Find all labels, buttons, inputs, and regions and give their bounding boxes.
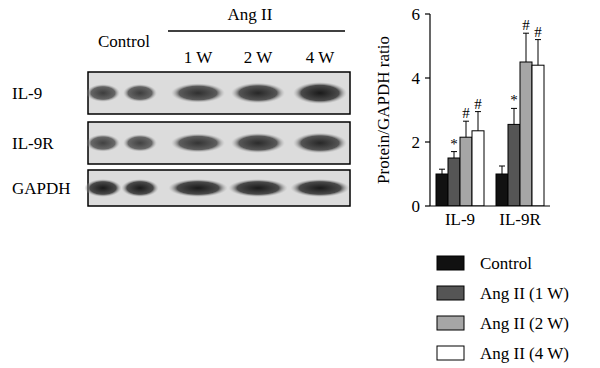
row-label: IL-9 — [12, 84, 42, 103]
y-tick — [425, 77, 430, 78]
blot-band — [123, 84, 157, 102]
legend-swatch — [437, 256, 464, 270]
y-tick — [425, 13, 430, 14]
legend-swatch — [437, 316, 464, 330]
row-label: IL-9R — [12, 134, 54, 153]
bar — [460, 137, 472, 206]
error-bar — [439, 169, 445, 174]
bar-annotations: **#### — [450, 17, 542, 151]
error-stem — [466, 121, 467, 137]
blot-band — [86, 84, 120, 102]
legend-swatch — [437, 346, 464, 360]
lane-label: 4 W — [306, 48, 335, 67]
error-stem — [526, 33, 527, 62]
legend-label: Control — [480, 254, 532, 273]
lane-label: Control — [98, 32, 150, 51]
error-stem — [538, 40, 539, 66]
lane-label: 2 W — [244, 48, 273, 67]
error-stem — [442, 169, 443, 174]
significance-mark: * — [450, 136, 458, 152]
bar — [472, 131, 484, 206]
x-axis — [430, 205, 550, 206]
blot-band — [228, 179, 287, 197]
significance-mark: # — [462, 105, 470, 121]
error-stem — [478, 112, 479, 131]
blot-band — [84, 179, 121, 197]
significance-mark: # — [534, 24, 542, 40]
significance-mark: # — [522, 17, 530, 33]
error-stem — [502, 166, 503, 174]
group-label: Ang II — [228, 5, 273, 24]
error-stem — [454, 152, 455, 158]
blot-band — [293, 82, 347, 104]
error-bar — [475, 112, 481, 131]
y-tick-label: 6 — [412, 5, 421, 24]
error-bar — [499, 166, 505, 174]
error-bar — [451, 152, 457, 158]
legend-label: Ang II (2 W) — [480, 314, 569, 333]
significance-mark: * — [510, 92, 518, 108]
significance-mark: # — [474, 96, 482, 112]
blot-band — [290, 179, 349, 197]
lane-label: 1 W — [184, 48, 213, 67]
blot-band — [86, 134, 120, 152]
blot-band — [168, 179, 227, 197]
y-tick-label: 0 — [412, 197, 421, 216]
blot-band — [171, 134, 225, 153]
blot-box — [88, 72, 350, 114]
y-axis — [429, 14, 430, 206]
bars — [436, 33, 544, 206]
y-axis-label: Protein/GAPDH ratio — [374, 36, 393, 184]
error-bar — [535, 40, 541, 66]
blot-band — [123, 134, 157, 152]
bar — [532, 65, 544, 206]
figure: Ang IIControl1 W2 W4 WIL-9IL-9RGAPDH**##… — [0, 0, 600, 368]
blot-band — [231, 83, 285, 104]
legend-label: Ang II (4 W) — [480, 344, 569, 363]
y-tick — [425, 205, 430, 206]
blot-box — [88, 170, 350, 206]
error-bar — [463, 121, 469, 137]
y-tick — [425, 141, 430, 142]
y-tick-label: 4 — [412, 69, 421, 88]
y-tick-label: 2 — [412, 133, 421, 152]
error-stem — [514, 108, 515, 124]
error-cap — [439, 169, 445, 170]
blot-box — [88, 122, 350, 164]
legend: Control Ang II (1 W) Ang II (2 W) Ang II (4… — [437, 254, 569, 363]
x-tick-label: IL-9 — [445, 210, 475, 229]
blot-band — [171, 83, 225, 103]
blot-band — [121, 179, 158, 197]
blot-band — [293, 133, 347, 154]
bar — [520, 62, 532, 206]
bar — [448, 158, 460, 206]
error-bar — [523, 33, 529, 62]
legend-swatch — [437, 286, 464, 300]
x-tick-label: IL-9R — [499, 210, 541, 229]
error-bar — [511, 108, 517, 124]
row-label: GAPDH — [12, 179, 71, 198]
group-bracket — [168, 30, 345, 32]
blot-band — [231, 133, 285, 153]
bar — [508, 124, 520, 206]
bar — [496, 174, 508, 206]
error-cap — [499, 166, 505, 167]
bar — [436, 174, 448, 206]
legend-label: Ang II (1 W) — [480, 284, 569, 303]
